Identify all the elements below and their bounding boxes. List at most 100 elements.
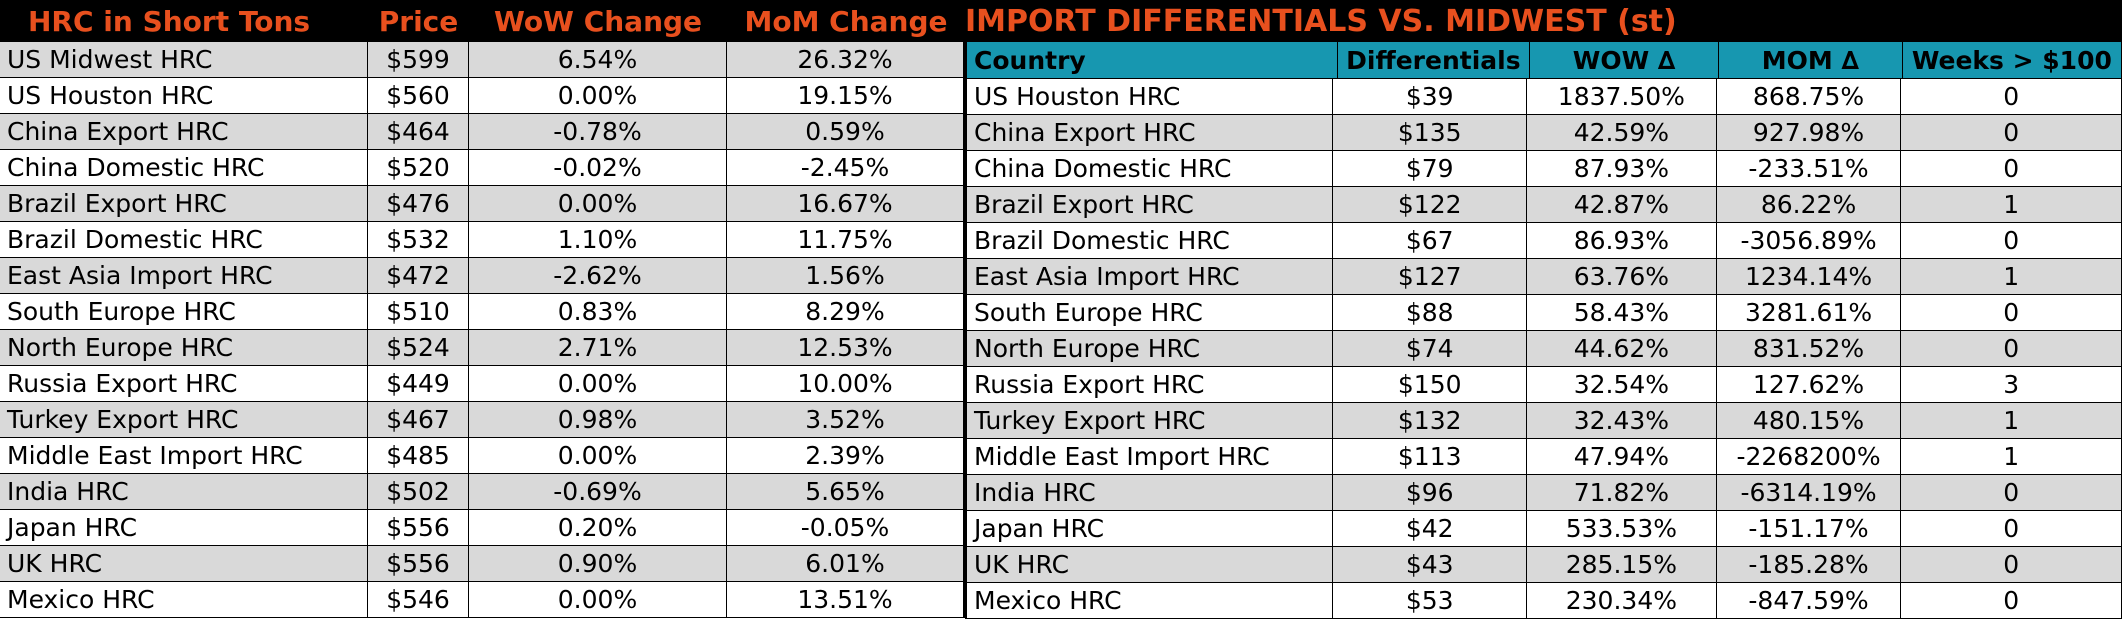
header-mom-change: MoM Change bbox=[744, 4, 948, 38]
table-cell: -2.45% bbox=[727, 150, 965, 185]
table-cell: 0.00% bbox=[469, 582, 727, 617]
table-cell: 16.67% bbox=[727, 186, 965, 221]
table-cell: 480.15% bbox=[1717, 403, 1902, 438]
import-differentials-table-body: US Houston HRC $39 1837.50% 868.75% 0 China E… bbox=[965, 79, 2122, 619]
table-cell: Middle East Import HRC bbox=[967, 439, 1334, 474]
table-cell: China Export HRC bbox=[967, 115, 1334, 150]
table-cell: 58.43% bbox=[1527, 295, 1717, 330]
table-cell: 2.39% bbox=[727, 438, 965, 473]
table-cell: 1 bbox=[1901, 187, 2122, 222]
table-cell: 6.54% bbox=[469, 42, 727, 77]
table-cell: $127 bbox=[1333, 259, 1528, 294]
header-price: Price bbox=[378, 4, 459, 38]
table-cell: India HRC bbox=[967, 475, 1334, 510]
table-cell: $67 bbox=[1333, 223, 1528, 258]
hrc-price-table: HRC in Short Tons Price WoW Change MoM C… bbox=[0, 0, 965, 621]
import-differentials-title-bar: IMPORT DIFFERENTIALS VS. MIDWEST (st) bbox=[965, 0, 2122, 42]
table-row: India HRC $96 71.82% -6314.19% 0 bbox=[965, 475, 2122, 511]
table-cell: 0 bbox=[1901, 79, 2122, 114]
table-row: South Europe HRC $510 0.83% 8.29% bbox=[0, 294, 965, 330]
table-cell: 1837.50% bbox=[1527, 79, 1717, 114]
table-cell: Russia Export HRC bbox=[967, 367, 1334, 402]
table-cell: $113 bbox=[1333, 439, 1528, 474]
table-cell: $74 bbox=[1333, 331, 1528, 366]
table-row: Russia Export HRC $449 0.00% 10.00% bbox=[0, 366, 965, 402]
table-cell: South Europe HRC bbox=[967, 295, 1334, 330]
header-differentials: Differentials bbox=[1338, 42, 1531, 78]
table-cell: 1 bbox=[1901, 259, 2122, 294]
table-row: Mexico HRC $53 230.34% -847.59% 0 bbox=[965, 583, 2122, 619]
table-cell: China Export HRC bbox=[0, 114, 368, 149]
table-row: Brazil Domestic HRC $532 1.10% 11.75% bbox=[0, 222, 965, 258]
table-cell: 1.56% bbox=[727, 258, 965, 293]
table-cell: 3281.61% bbox=[1717, 295, 1902, 330]
table-cell: $524 bbox=[368, 330, 469, 365]
table-cell: $449 bbox=[368, 366, 469, 401]
table-cell: -6314.19% bbox=[1717, 475, 1902, 510]
table-cell: 285.15% bbox=[1527, 547, 1717, 582]
table-cell: 831.52% bbox=[1717, 331, 1902, 366]
table-cell: 42.59% bbox=[1527, 115, 1717, 150]
table-cell: Japan HRC bbox=[967, 511, 1334, 546]
table-cell: $88 bbox=[1333, 295, 1528, 330]
table-cell: 86.93% bbox=[1527, 223, 1717, 258]
table-row: South Europe HRC $88 58.43% 3281.61% 0 bbox=[965, 295, 2122, 331]
table-cell: 19.15% bbox=[727, 78, 965, 113]
table-cell: $560 bbox=[368, 78, 469, 113]
table-cell: 6.01% bbox=[727, 546, 965, 581]
table-cell: $79 bbox=[1333, 151, 1528, 186]
table-cell: Russia Export HRC bbox=[0, 366, 368, 401]
table-row: China Export HRC $464 -0.78% 0.59% bbox=[0, 114, 965, 150]
table-cell: 0 bbox=[1901, 511, 2122, 546]
table-cell: $42 bbox=[1333, 511, 1528, 546]
table-cell: 0.00% bbox=[469, 366, 727, 401]
table-cell: China Domestic HRC bbox=[0, 150, 368, 185]
table-cell: -0.05% bbox=[727, 510, 965, 545]
table-cell: 11.75% bbox=[727, 222, 965, 257]
table-cell: 44.62% bbox=[1527, 331, 1717, 366]
table-cell: 32.43% bbox=[1527, 403, 1717, 438]
table-cell: $43 bbox=[1333, 547, 1528, 582]
table-cell: 0 bbox=[1901, 547, 2122, 582]
table-cell: 0.00% bbox=[469, 186, 727, 221]
table-cell: South Europe HRC bbox=[0, 294, 368, 329]
table-cell: North Europe HRC bbox=[967, 331, 1334, 366]
import-differentials-table: IMPORT DIFFERENTIALS VS. MIDWEST (st) Co… bbox=[965, 0, 2122, 621]
table-row: Mexico HRC $546 0.00% 13.51% bbox=[0, 582, 965, 618]
table-cell: UK HRC bbox=[0, 546, 368, 581]
table-cell: 927.98% bbox=[1717, 115, 1902, 150]
table-row: Middle East Import HRC $485 0.00% 2.39% bbox=[0, 438, 965, 474]
table-row: Brazil Domestic HRC $67 86.93% -3056.89% 0 bbox=[965, 223, 2122, 259]
table-cell: 533.53% bbox=[1527, 511, 1717, 546]
table-cell: 26.32% bbox=[727, 42, 965, 77]
table-row: Turkey Export HRC $132 32.43% 480.15% 1 bbox=[965, 403, 2122, 439]
import-differentials-column-headers: Country Differentials WOW ∆ MOM ∆ Weeks … bbox=[965, 42, 2122, 79]
table-cell: East Asia Import HRC bbox=[0, 258, 368, 293]
header-wow-change: WoW Change bbox=[493, 4, 703, 38]
table-cell: 0 bbox=[1901, 331, 2122, 366]
table-cell: East Asia Import HRC bbox=[967, 259, 1334, 294]
table-cell: 42.87% bbox=[1527, 187, 1717, 222]
table-cell: $467 bbox=[368, 402, 469, 437]
table-cell: 2.71% bbox=[469, 330, 727, 365]
table-cell: $532 bbox=[368, 222, 469, 257]
table-cell: 87.93% bbox=[1527, 151, 1717, 186]
header-weeks-over-100: Weeks > $100 bbox=[1903, 42, 2122, 78]
table-cell: -151.17% bbox=[1717, 511, 1902, 546]
table-row: UK HRC $556 0.90% 6.01% bbox=[0, 546, 965, 582]
table-cell: Middle East Import HRC bbox=[0, 438, 368, 473]
table-cell: North Europe HRC bbox=[0, 330, 368, 365]
table-cell: 0 bbox=[1901, 223, 2122, 258]
table-row: Brazil Export HRC $476 0.00% 16.67% bbox=[0, 186, 965, 222]
table-cell: 10.00% bbox=[727, 366, 965, 401]
table-cell: -233.51% bbox=[1717, 151, 1902, 186]
table-cell: 0 bbox=[1901, 151, 2122, 186]
table-cell: 32.54% bbox=[1527, 367, 1717, 402]
table-cell: 13.51% bbox=[727, 582, 965, 617]
table-cell: 0.59% bbox=[727, 114, 965, 149]
table-row: Turkey Export HRC $467 0.98% 3.52% bbox=[0, 402, 965, 438]
table-cell: $556 bbox=[368, 546, 469, 581]
table-cell: 1 bbox=[1901, 403, 2122, 438]
table-cell: 0.00% bbox=[469, 438, 727, 473]
table-cell: 868.75% bbox=[1717, 79, 1902, 114]
